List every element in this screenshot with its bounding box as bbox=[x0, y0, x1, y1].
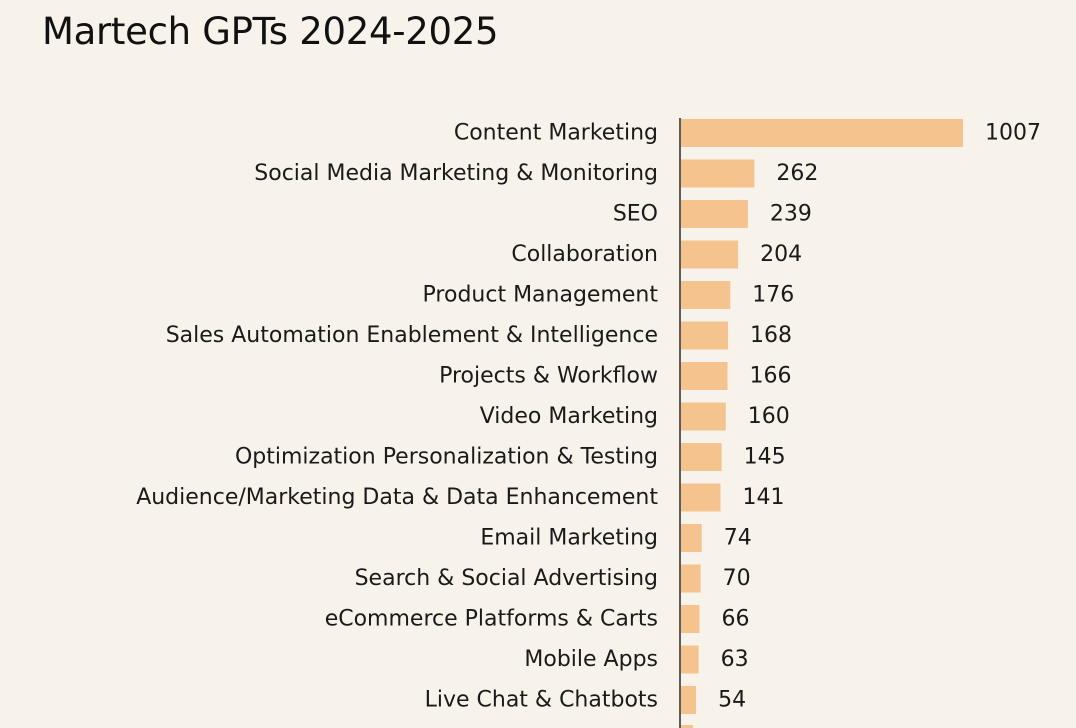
value-label: 63 bbox=[721, 647, 749, 672]
bar-cropped bbox=[681, 725, 693, 728]
bar bbox=[681, 605, 700, 633]
category-label: Audience/Marketing Data & Data Enhanceme… bbox=[136, 485, 658, 510]
bar bbox=[681, 159, 755, 188]
bar bbox=[681, 686, 697, 714]
value-label: 176 bbox=[752, 283, 794, 308]
value-label: 145 bbox=[744, 445, 786, 470]
category-label: SEO bbox=[613, 202, 658, 227]
category-label: Live Chat & Chatbots bbox=[425, 688, 658, 713]
chart-title: Martech GPTs 2024-2025 bbox=[42, 10, 499, 53]
value-label: 141 bbox=[742, 485, 784, 510]
bar bbox=[681, 119, 963, 147]
value-label: 1007 bbox=[985, 121, 1041, 146]
value-label: 239 bbox=[770, 202, 812, 227]
category-label: Optimization Personalization & Testing bbox=[235, 445, 658, 470]
category-label: Social Media Marketing & Monitoring bbox=[254, 161, 658, 186]
value-label: 166 bbox=[749, 364, 791, 389]
bar bbox=[681, 564, 701, 593]
value-label: 74 bbox=[724, 526, 752, 551]
category-label: Email Marketing bbox=[480, 526, 658, 551]
bar bbox=[681, 443, 722, 471]
bar bbox=[681, 524, 702, 552]
value-label: 168 bbox=[750, 323, 792, 348]
bar bbox=[681, 362, 728, 390]
bar bbox=[681, 240, 739, 269]
bar bbox=[681, 281, 731, 309]
value-label: 262 bbox=[776, 161, 818, 186]
bar bbox=[681, 200, 748, 228]
bar bbox=[681, 321, 728, 350]
category-label: Collaboration bbox=[511, 242, 658, 267]
value-label: 66 bbox=[721, 607, 749, 632]
category-label: Product Management bbox=[423, 283, 659, 308]
value-label: 70 bbox=[723, 566, 751, 591]
category-label: Sales Automation Enablement & Intelligen… bbox=[166, 323, 658, 348]
category-label: Video Marketing bbox=[480, 404, 658, 429]
bar bbox=[681, 483, 721, 512]
category-label: Mobile Apps bbox=[524, 647, 658, 672]
value-label: 54 bbox=[718, 688, 746, 713]
category-label: Projects & Workflow bbox=[439, 364, 658, 389]
category-label: eCommerce Platforms & Carts bbox=[325, 607, 658, 632]
value-label: 204 bbox=[760, 242, 802, 267]
bar bbox=[681, 402, 726, 431]
value-label: 160 bbox=[748, 404, 790, 429]
category-label: Content Marketing bbox=[454, 121, 658, 146]
bar bbox=[681, 645, 699, 674]
category-label: Search & Social Advertising bbox=[355, 566, 658, 591]
